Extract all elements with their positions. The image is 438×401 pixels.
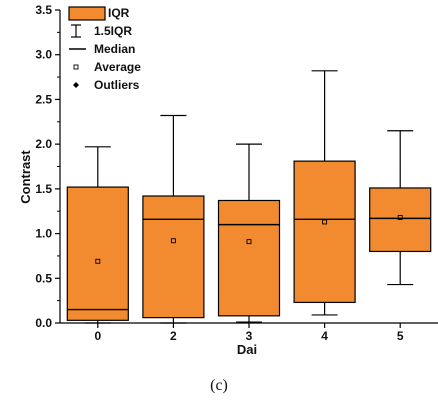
y-tick-label-2: 1.0 [35, 227, 52, 241]
y-tick-label-0: 0.0 [35, 316, 52, 330]
y-axis-title: Contrast [18, 150, 33, 204]
plot-area: 0.0 0.5 1.0 1.5 2.0 2.5 3.0 3.5 0 2 3 4 5 [35, 3, 438, 343]
y-tick-label-3: 1.5 [35, 182, 52, 196]
iqr-box-3 [217, 199, 281, 317]
legend-average-swatch [73, 64, 79, 70]
legend-label: 1.5IQR [94, 24, 132, 38]
mean-marker-3 [246, 239, 252, 245]
legend-item-average: Average [73, 60, 141, 74]
box-5: 5 [369, 130, 432, 343]
x-axis-title: Dai [237, 342, 257, 357]
legend-item-median: Median [69, 42, 135, 56]
legend-item-outliers: Outliers [73, 78, 140, 92]
mean-marker-4 [322, 219, 328, 225]
figure-caption: (c) [210, 377, 228, 394]
y-tick-label-1: 0.5 [35, 271, 52, 285]
mean-marker-2 [170, 238, 176, 244]
y-tick-label-7: 3.5 [35, 3, 52, 17]
x-tick-label-2: 2 [170, 329, 177, 343]
x-tick-label-0: 0 [94, 329, 101, 343]
box-0: 0 [66, 146, 129, 343]
y-tick-label-6: 3.0 [35, 48, 52, 62]
legend-label: IQR [108, 6, 130, 20]
x-tick-label-3: 3 [246, 329, 253, 343]
legend-item-1-5iqr: 1.5IQR [71, 24, 132, 38]
legend: IQR 1.5IQR Median Average Outliers [68, 6, 141, 92]
iqr-box-4 [293, 160, 356, 304]
legend-label: Median [94, 42, 135, 56]
mean-marker-0 [95, 258, 101, 264]
box-4: 4 [293, 70, 356, 343]
y-tick-label-5: 2.5 [35, 92, 52, 106]
x-tick-label-4: 4 [321, 329, 328, 343]
y-tick-label-4: 2.0 [35, 137, 52, 151]
legend-label: Outliers [94, 78, 140, 92]
box-3: 3 [217, 143, 281, 343]
iqr-box-0 [66, 186, 129, 321]
mean-marker-5 [397, 215, 403, 220]
legend-label: Average [94, 60, 141, 74]
iqr-box-2 [142, 195, 205, 319]
x-tick-label-5: 5 [397, 329, 404, 343]
box-2: 2 [142, 114, 205, 343]
legend-item-iqr: IQR [68, 6, 130, 21]
legend-outlier-swatch [73, 82, 79, 88]
legend-box-swatch [68, 6, 106, 21]
